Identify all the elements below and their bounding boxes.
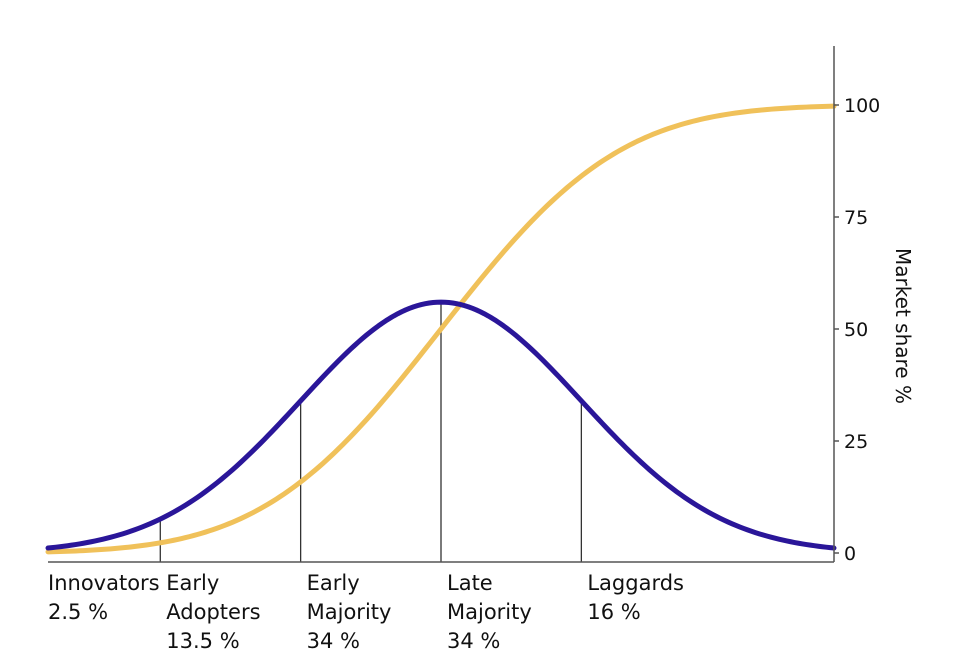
segment-label: Laggards 16 %: [587, 571, 684, 624]
y-tick-label: 75: [844, 207, 868, 229]
y-tick-label: 0: [844, 543, 856, 565]
divider-lines: [159, 302, 583, 562]
axes: [48, 46, 835, 563]
segment-label-line3: 34 %: [447, 629, 500, 653]
segment-label-line1: Early: [307, 571, 360, 595]
segment-label-line1: Late: [447, 571, 493, 595]
segment-label: Early Adopters 13.5 %: [166, 571, 260, 653]
segment-label-line2: Adopters: [166, 600, 260, 624]
market-share-curve: [45, 103, 837, 555]
y-tick-label: 100: [844, 95, 880, 117]
y-tick-label: 25: [844, 431, 868, 453]
segment-label-line1: Innovators: [48, 571, 160, 595]
y-axis-label: Market share %: [891, 248, 915, 404]
segment-label-line2: Majority: [307, 600, 392, 624]
adoption-bell-curve: [45, 299, 837, 551]
segment-label-line3: 34 %: [307, 629, 360, 653]
y-tick-label: 50: [844, 319, 868, 341]
segment-label: Early Majority 34 %: [307, 571, 392, 653]
segment-label-line1: Laggards: [587, 571, 684, 595]
y-ticks: 0 25 50 75 100: [834, 95, 880, 565]
segment-label-line2: Majority: [447, 600, 532, 624]
category-labels: Innovators 2.5 % Early Adopters 13.5 % Early M…: [48, 571, 684, 653]
segment-label-line3: 13.5 %: [166, 629, 239, 653]
segment-label-line1: Early: [166, 571, 219, 595]
segment-label: Late Majority 34 %: [447, 571, 532, 653]
segment-label: Innovators 2.5 %: [48, 571, 160, 624]
segment-label-line2: 2.5 %: [48, 600, 108, 624]
curves: [45, 103, 837, 555]
segment-label-line2: 16 %: [587, 600, 640, 624]
